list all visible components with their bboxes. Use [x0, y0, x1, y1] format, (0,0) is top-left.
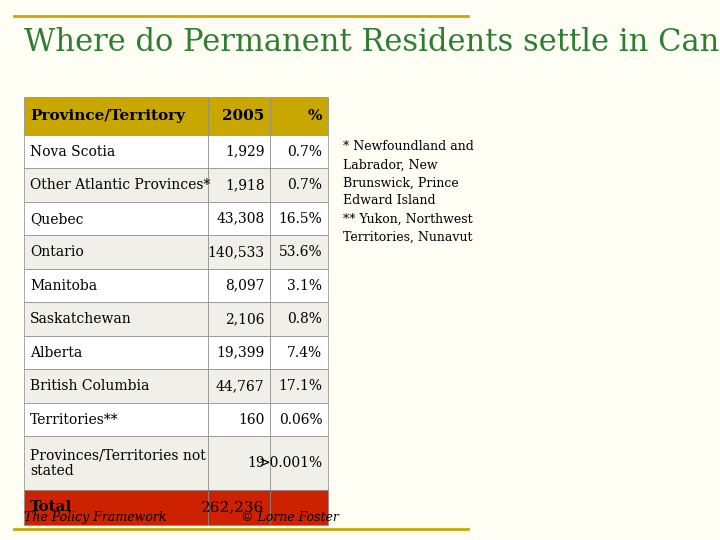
- Bar: [270, 369, 328, 403]
- Text: 1,929: 1,929: [225, 145, 264, 159]
- Bar: [270, 302, 328, 336]
- Bar: [24, 168, 207, 202]
- Text: 3.1%: 3.1%: [287, 279, 323, 293]
- Bar: [24, 436, 207, 490]
- Text: 17.1%: 17.1%: [279, 379, 323, 393]
- Text: 0.06%: 0.06%: [279, 413, 323, 427]
- Bar: [207, 235, 270, 269]
- Text: 19,399: 19,399: [216, 346, 264, 360]
- Bar: [270, 97, 328, 135]
- Text: Ontario: Ontario: [30, 245, 84, 259]
- Bar: [207, 369, 270, 403]
- Bar: [207, 97, 270, 135]
- Bar: [270, 436, 328, 490]
- Bar: [270, 135, 328, 168]
- Bar: [24, 202, 207, 235]
- Bar: [24, 490, 207, 525]
- Text: Provinces/Territories not
stated: Provinces/Territories not stated: [30, 448, 206, 478]
- Bar: [24, 336, 207, 369]
- Text: 19: 19: [247, 456, 264, 470]
- Text: 0.7%: 0.7%: [287, 145, 323, 159]
- Bar: [207, 135, 270, 168]
- Text: * Newfoundland and
Labrador, New
Brunswick, Prince
Edward Island
** Yukon, North: * Newfoundland and Labrador, New Brunswi…: [343, 140, 474, 244]
- Text: 53.6%: 53.6%: [279, 245, 323, 259]
- Bar: [207, 202, 270, 235]
- Text: Other Atlantic Provinces*: Other Atlantic Provinces*: [30, 178, 210, 192]
- Text: 2,106: 2,106: [225, 312, 264, 326]
- Bar: [270, 490, 328, 525]
- Bar: [270, 269, 328, 302]
- Bar: [24, 369, 207, 403]
- Text: 16.5%: 16.5%: [279, 212, 323, 226]
- Bar: [24, 302, 207, 336]
- Bar: [207, 403, 270, 436]
- Text: 2005: 2005: [222, 109, 264, 123]
- Text: 1,918: 1,918: [225, 178, 264, 192]
- Text: Saskatchewan: Saskatchewan: [30, 312, 132, 326]
- Text: British Columbia: British Columbia: [30, 379, 149, 393]
- Text: 7.4%: 7.4%: [287, 346, 323, 360]
- Bar: [24, 269, 207, 302]
- Text: 0.7%: 0.7%: [287, 178, 323, 192]
- Bar: [270, 336, 328, 369]
- Text: 44,767: 44,767: [216, 379, 264, 393]
- Text: Territories**: Territories**: [30, 413, 119, 427]
- Bar: [270, 168, 328, 202]
- Bar: [270, 202, 328, 235]
- Text: Quebec: Quebec: [30, 212, 84, 226]
- Text: Total: Total: [30, 501, 72, 515]
- Bar: [24, 135, 207, 168]
- Bar: [24, 97, 207, 135]
- Text: Where do Permanent Residents settle in Canada?: Where do Permanent Residents settle in C…: [24, 27, 720, 58]
- Bar: [207, 336, 270, 369]
- Text: %: %: [308, 109, 323, 123]
- Text: 140,533: 140,533: [207, 245, 264, 259]
- Text: © Lorne Foster: © Lorne Foster: [241, 511, 339, 524]
- Bar: [207, 302, 270, 336]
- Text: Province/Territory: Province/Territory: [30, 109, 185, 123]
- Text: 160: 160: [238, 413, 264, 427]
- Text: Manitoba: Manitoba: [30, 279, 97, 293]
- Text: 8,097: 8,097: [225, 279, 264, 293]
- Bar: [270, 403, 328, 436]
- Text: The Policy Framework: The Policy Framework: [24, 511, 166, 524]
- Text: 43,308: 43,308: [216, 212, 264, 226]
- Bar: [207, 490, 270, 525]
- Bar: [270, 235, 328, 269]
- Text: 262,236: 262,236: [201, 501, 264, 515]
- Text: >0.001%: >0.001%: [258, 456, 323, 470]
- Bar: [207, 168, 270, 202]
- Text: Nova Scotia: Nova Scotia: [30, 145, 115, 159]
- Bar: [24, 235, 207, 269]
- Bar: [207, 269, 270, 302]
- Text: Alberta: Alberta: [30, 346, 82, 360]
- Bar: [24, 403, 207, 436]
- Bar: [207, 436, 270, 490]
- Text: 0.8%: 0.8%: [287, 312, 323, 326]
